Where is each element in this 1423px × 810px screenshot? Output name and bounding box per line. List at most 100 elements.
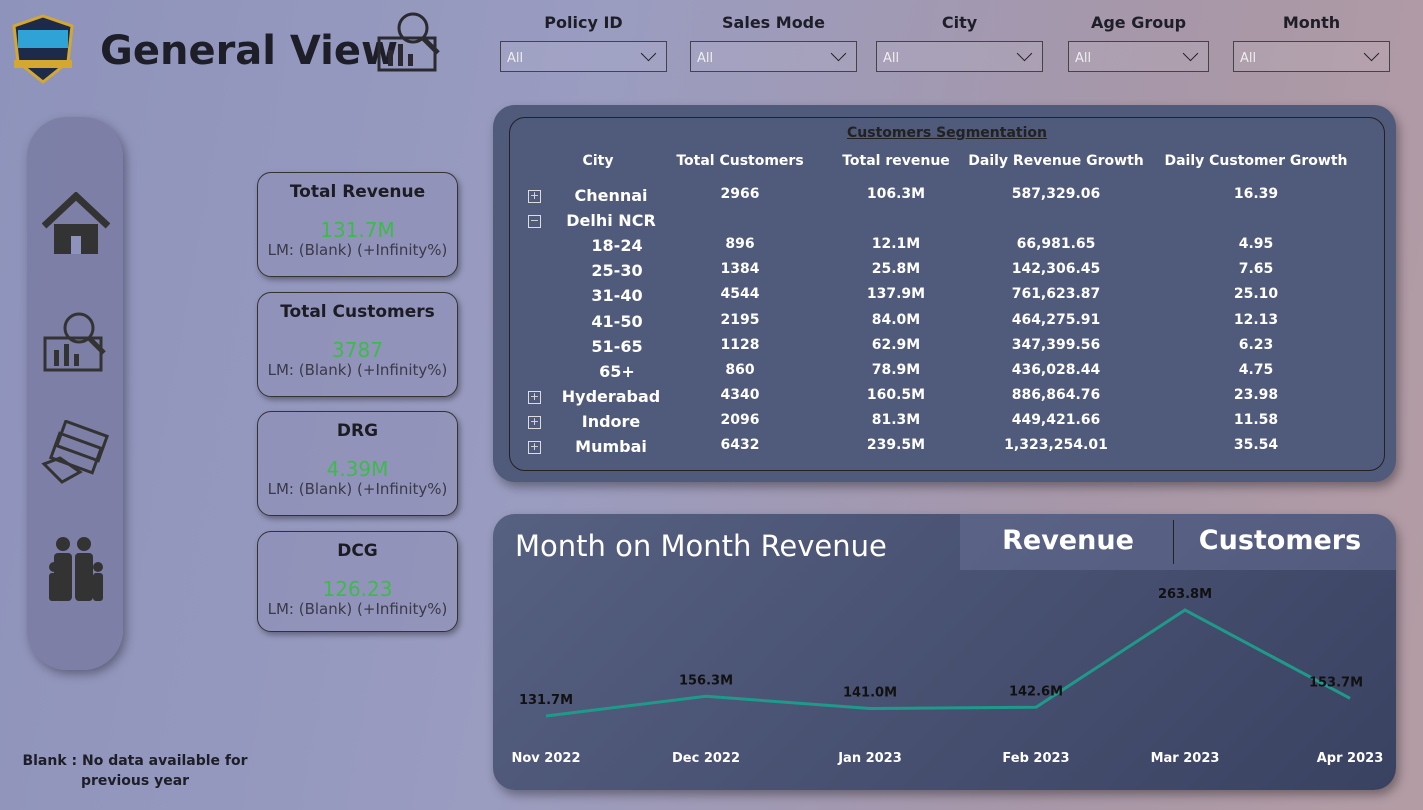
tab-divider <box>1173 520 1174 564</box>
table-cell: 2966 <box>720 186 760 202</box>
kpi-title: DRG <box>336 421 379 441</box>
table-cell: 12.13 <box>1233 311 1279 328</box>
kpi-title: Total Customers <box>280 302 435 322</box>
table-cell: 239.5M <box>866 437 926 453</box>
table-cell: 761,623.87 <box>1011 286 1101 303</box>
kpi-value: 3787 <box>332 338 383 362</box>
analytics-icon <box>377 12 440 72</box>
table-row-label: Chennai <box>574 186 648 205</box>
data-label: 263.8M <box>1158 587 1212 602</box>
table-cell: 25.8M <box>871 261 921 278</box>
kpi-card: DRG 4.39M LM: (Blank) (+Infinity%) <box>257 411 458 516</box>
table-cell: 62.9M <box>871 336 921 353</box>
table-cell: 84.0M <box>871 311 921 328</box>
kpi-comparison: LM: (Blank) (+Infinity%) <box>267 600 448 618</box>
kpi-title: DCG <box>337 541 378 561</box>
data-label: 142.6M <box>1009 684 1063 699</box>
chart-tab[interactable]: Customers <box>1198 525 1362 556</box>
table-cell: 16.39 <box>1233 186 1279 202</box>
table-cell: 11.58 <box>1233 411 1279 428</box>
tab-strip <box>960 514 1396 570</box>
table-cell: 1384 <box>720 261 760 278</box>
money-icon[interactable] <box>40 420 110 490</box>
table-cell: 2195 <box>720 311 760 328</box>
filter-label: Month <box>1282 13 1341 32</box>
x-tick-label: Apr 2023 <box>1317 751 1384 766</box>
filter-label: City <box>941 13 978 32</box>
filter-dropdown[interactable]: All <box>1233 41 1390 72</box>
table-cell: 860 <box>725 361 755 378</box>
table-cell: 464,275.91 <box>1011 311 1101 328</box>
chart-tab[interactable]: Revenue <box>1002 525 1134 556</box>
family-icon[interactable] <box>46 535 106 605</box>
table-row-label: 65+ <box>599 361 635 381</box>
table-cell: 436,028.44 <box>1011 361 1101 378</box>
table-cell: 23.98 <box>1233 386 1279 403</box>
x-tick-label: Dec 2022 <box>672 751 740 766</box>
table-row-label: 51-65 <box>591 336 643 356</box>
x-tick-label: Jan 2023 <box>837 751 902 766</box>
filter-dropdown[interactable]: All <box>876 41 1043 72</box>
table-cell: 1128 <box>720 336 760 353</box>
filter-label: Age Group <box>1090 13 1187 32</box>
data-label: 153.7M <box>1309 675 1363 690</box>
table-cell: 2096 <box>720 411 760 428</box>
data-label: 141.0M <box>843 686 897 701</box>
x-tick-label: Feb 2023 <box>1002 751 1069 766</box>
table-panel <box>493 105 1396 482</box>
table-cell: 7.65 <box>1238 261 1274 278</box>
table-cell: 587,329.06 <box>1011 186 1101 202</box>
table-cell: 78.9M <box>871 361 921 378</box>
filter-label: Sales Mode <box>722 13 825 32</box>
chart-panel <box>493 514 1396 790</box>
table-row-label: Delhi NCR <box>566 211 656 231</box>
home-icon[interactable] <box>42 192 110 256</box>
expand-toggle[interactable]: + <box>528 414 541 429</box>
table-header: Total revenue <box>842 153 950 169</box>
table-cell: 4.75 <box>1238 361 1274 378</box>
table-cell: 4.95 <box>1238 236 1274 253</box>
table-cell: 25.10 <box>1233 286 1279 303</box>
expand-toggle[interactable]: − <box>528 214 541 229</box>
filter-dropdown[interactable]: All <box>1068 41 1209 72</box>
filter-label: Policy ID <box>544 13 623 32</box>
table-title: Customers Segmentation <box>847 125 1047 141</box>
line-series <box>545 608 1351 718</box>
expand-toggle[interactable]: + <box>528 440 541 454</box>
kpi-card: DCG 126.23 LM: (Blank) (+Infinity%) <box>257 531 458 632</box>
kpi-comparison: LM: (Blank) (+Infinity%) <box>267 241 448 259</box>
table-cell: 6.23 <box>1238 336 1274 353</box>
table-row-label: Mumbai <box>575 437 647 456</box>
table-frame <box>509 117 1385 471</box>
table-row-label: 41-50 <box>591 311 643 331</box>
table-cell: 1,323,254.01 <box>1004 437 1108 453</box>
expand-toggle[interactable]: + <box>528 189 541 203</box>
table-cell: 896 <box>725 236 755 253</box>
filter-dropdown[interactable]: All <box>690 41 857 72</box>
kpi-comparison: LM: (Blank) (+Infinity%) <box>267 361 448 379</box>
table-row-label: Hyderabad <box>561 386 661 406</box>
table-cell: 4340 <box>720 386 760 403</box>
analytics-nav-icon[interactable] <box>42 308 108 374</box>
expand-toggle[interactable]: + <box>528 389 541 404</box>
kpi-comparison: LM: (Blank) (+Infinity%) <box>267 480 448 498</box>
x-tick-label: Nov 2022 <box>512 751 581 766</box>
chart-title: Month on Month Revenue <box>515 529 887 563</box>
kpi-value: 126.23 <box>322 577 393 601</box>
table-row-label: 18-24 <box>591 236 643 256</box>
table-cell: 66,981.65 <box>1016 236 1096 253</box>
table-header: City <box>582 153 614 169</box>
table-cell: 81.3M <box>871 411 921 428</box>
table-cell: 137.9M <box>866 286 926 303</box>
table-header: Daily Customer Growth <box>1164 153 1348 169</box>
filter-dropdown[interactable]: All <box>500 41 667 72</box>
data-label: 156.3M <box>679 673 733 688</box>
page-title: General View <box>100 28 398 74</box>
table-cell: 347,399.56 <box>1011 336 1101 353</box>
table-header: Daily Revenue Growth <box>968 153 1144 169</box>
kpi-card: Total Customers 3787 LM: (Blank) (+Infinit… <box>257 292 458 397</box>
table-cell: 106.3M <box>866 186 926 202</box>
table-cell: 886,864.76 <box>1011 386 1101 403</box>
